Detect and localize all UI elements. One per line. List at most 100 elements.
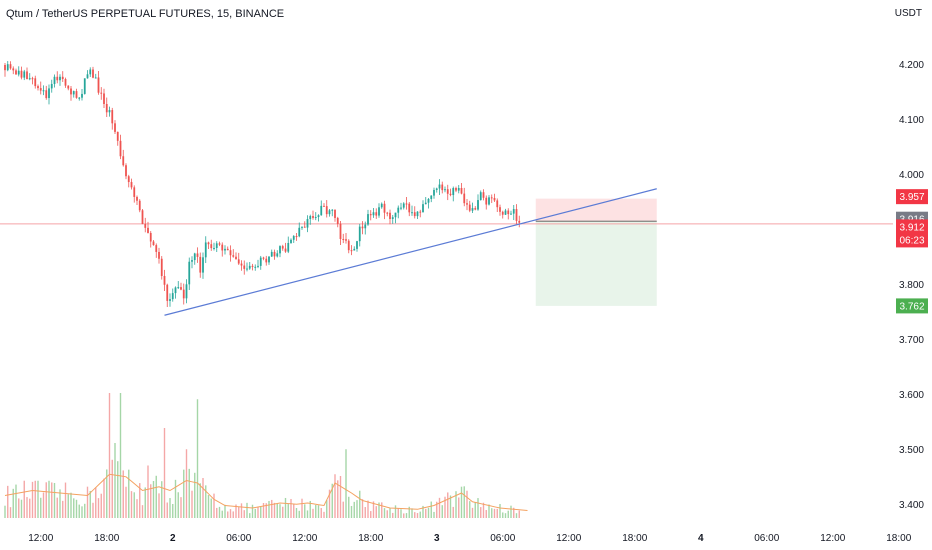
volume-bar xyxy=(425,508,427,518)
volume-bar xyxy=(34,480,36,518)
volume-bar xyxy=(293,503,295,518)
candle-body xyxy=(320,205,323,216)
volume-bar xyxy=(213,493,215,518)
y-tick-label: 3.800 xyxy=(899,280,924,291)
candle-body xyxy=(380,203,383,208)
volume-bar xyxy=(482,502,485,518)
volume-bar xyxy=(350,505,353,518)
candle-body xyxy=(56,76,59,81)
volume-bar xyxy=(422,505,424,518)
candle-body xyxy=(12,68,15,71)
volume-bar xyxy=(282,506,284,518)
candle-body xyxy=(39,88,42,91)
volume-bar xyxy=(218,506,221,518)
candle-body xyxy=(133,187,136,197)
candle-body xyxy=(457,188,460,191)
trendline[interactable] xyxy=(164,188,657,316)
candle-body xyxy=(435,188,438,190)
candle-body xyxy=(452,188,455,196)
volume-bar xyxy=(301,498,303,518)
volume-bar xyxy=(408,506,410,518)
candle-body xyxy=(224,248,226,251)
candle-body xyxy=(180,287,182,290)
volume-bar xyxy=(298,510,300,518)
stop-loss-zone[interactable] xyxy=(535,198,657,222)
candle-body xyxy=(114,123,116,132)
volume-bar xyxy=(45,482,47,518)
candle-body xyxy=(149,232,152,242)
volume-bar xyxy=(471,507,474,518)
volume-bar xyxy=(260,506,262,518)
candle-body xyxy=(254,266,257,268)
countdown-badge: 06:23 xyxy=(899,235,924,246)
candle-body xyxy=(174,287,177,294)
x-tick-label: 18:00 xyxy=(94,533,119,544)
volume-bar xyxy=(447,492,449,518)
candle-body xyxy=(23,71,26,78)
candle-body xyxy=(490,197,493,199)
volume-bar xyxy=(436,501,438,518)
volume-ma-line xyxy=(4,473,528,511)
volume-bar xyxy=(444,496,446,518)
volume-bar xyxy=(196,399,199,518)
volume-bar xyxy=(81,506,83,518)
volume-bar xyxy=(128,469,130,518)
candle-body xyxy=(207,242,210,245)
volume-bar xyxy=(235,504,237,518)
volume-bar xyxy=(229,509,232,518)
candle-body xyxy=(419,211,422,213)
candle-body xyxy=(317,215,320,218)
candle-body xyxy=(303,226,306,228)
candle-body xyxy=(232,255,235,257)
y-tick-label: 4.000 xyxy=(899,170,924,181)
candle-body xyxy=(350,250,353,252)
candle-body xyxy=(405,203,408,205)
candle-body xyxy=(97,77,100,93)
volume-bar xyxy=(86,486,89,518)
volume-bar xyxy=(78,504,80,518)
volume-bar xyxy=(411,508,413,518)
take-profit-zone[interactable] xyxy=(535,221,657,306)
volume-bar xyxy=(152,481,155,518)
candle-body xyxy=(204,242,207,258)
candle-body xyxy=(53,76,56,84)
volume-bar xyxy=(493,508,496,518)
volume-bar xyxy=(320,508,322,518)
volume-bar xyxy=(290,498,292,518)
volume-bar xyxy=(53,482,56,518)
candle-body xyxy=(411,212,413,214)
candle-body xyxy=(397,207,400,213)
candle-body xyxy=(499,207,501,212)
candle-body xyxy=(125,165,127,177)
volume-bar xyxy=(246,502,248,518)
current-price-badge-bg xyxy=(896,219,928,248)
candle-body xyxy=(92,69,94,78)
candle-body xyxy=(177,287,180,289)
volume-bar xyxy=(304,504,306,518)
volume-bar xyxy=(488,504,490,518)
candle-body xyxy=(42,90,45,92)
candle-body xyxy=(504,210,507,215)
x-tick-label: 4 xyxy=(698,533,704,544)
candle-body xyxy=(471,208,474,211)
candle-body xyxy=(6,64,9,71)
volume-bar xyxy=(97,498,100,518)
volume-bar xyxy=(427,507,430,518)
volume-bar xyxy=(477,498,479,518)
candle-body xyxy=(138,200,141,211)
candle-body xyxy=(485,197,488,205)
candle-body xyxy=(358,226,361,242)
volume-bar xyxy=(265,503,267,518)
candle-body xyxy=(279,246,281,254)
candle-body xyxy=(482,192,485,198)
candle-body xyxy=(89,69,92,75)
candle-body xyxy=(512,209,515,214)
volume-bar xyxy=(84,503,86,518)
volume-bar xyxy=(353,501,355,518)
candle-body xyxy=(229,250,232,256)
volume-bar xyxy=(466,490,468,518)
volume-bar xyxy=(323,511,325,518)
candle-body xyxy=(474,208,477,210)
volume-bar xyxy=(507,510,509,518)
